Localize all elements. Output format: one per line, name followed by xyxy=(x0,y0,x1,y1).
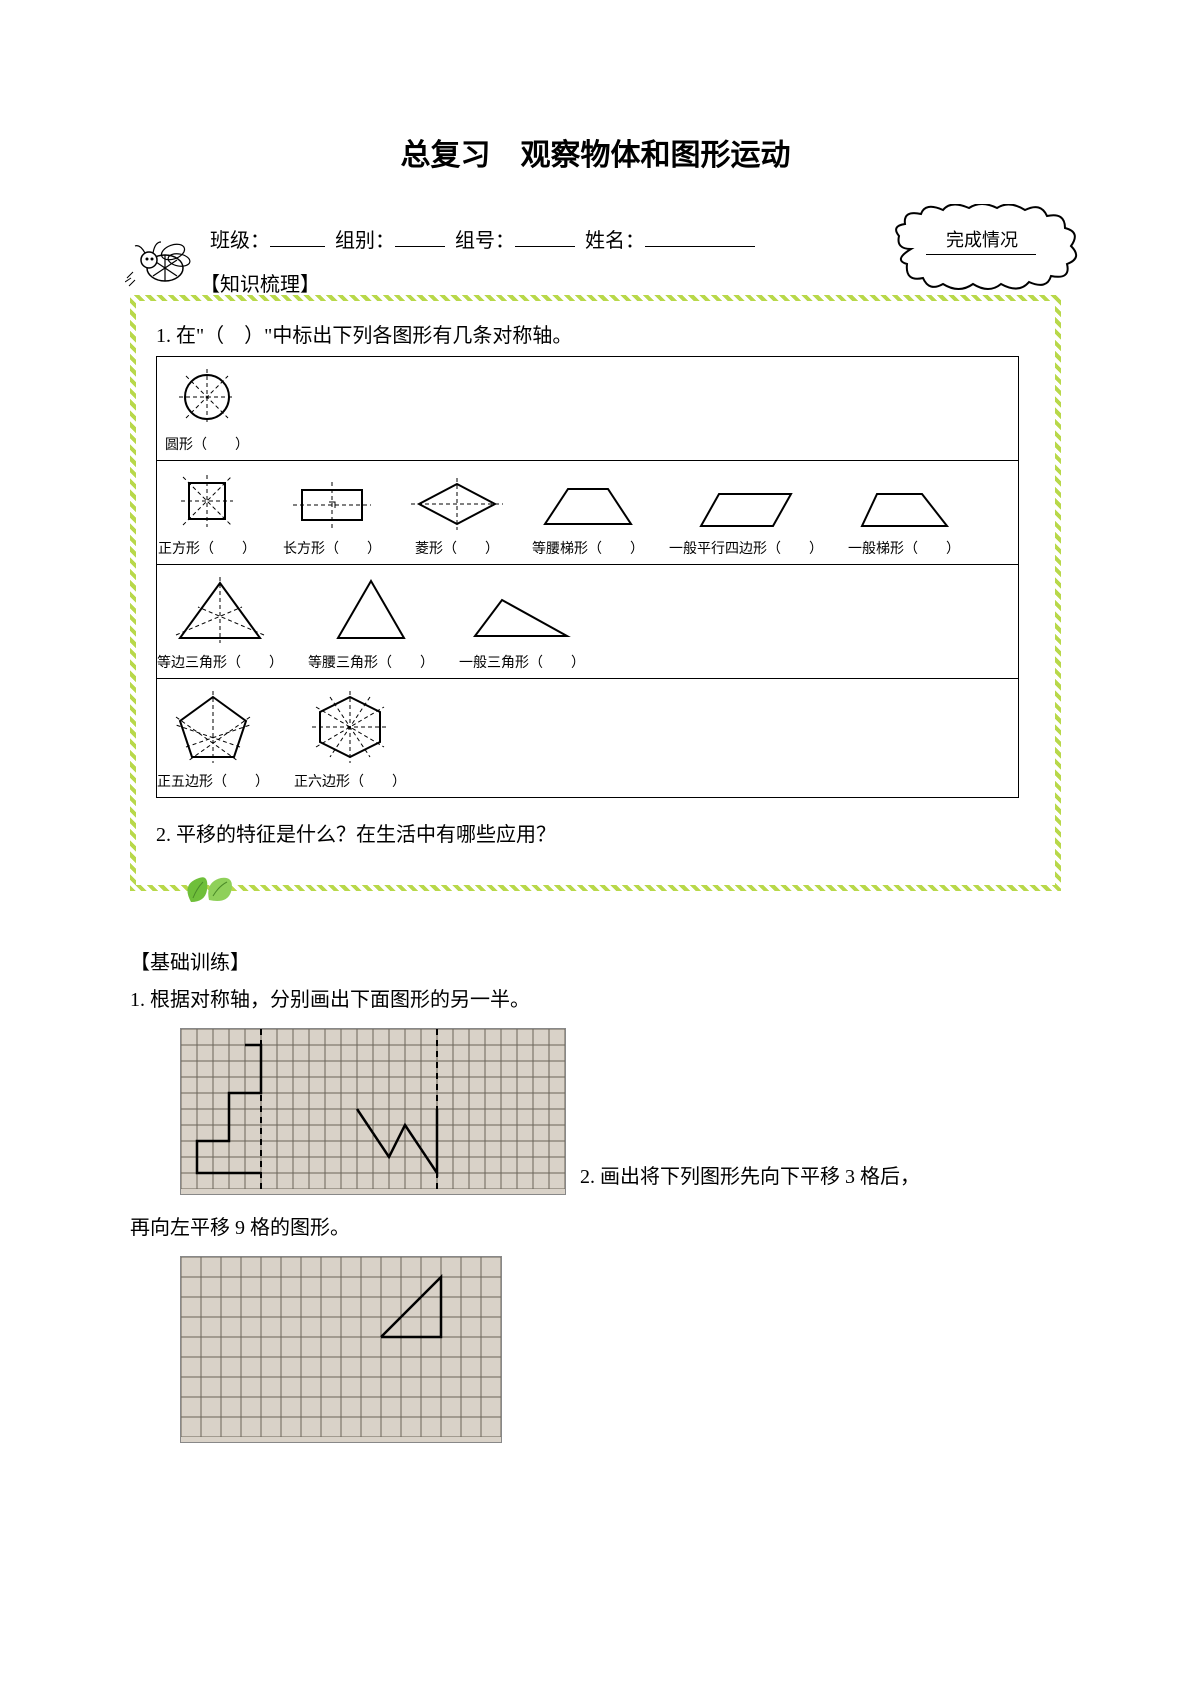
completion-cloud: 完成情况 xyxy=(891,204,1081,294)
shape-trapezoid-label: 一般梯形（ ） xyxy=(848,538,960,558)
shape-circle: 圆形（ ） xyxy=(157,365,257,454)
shape-parallelogram-label: 一般平行四边形（ ） xyxy=(669,538,823,558)
shape-square-label: 正方形（ ） xyxy=(158,538,256,558)
name-blank[interactable] xyxy=(645,225,755,247)
shape-circle-label: 圆形（ ） xyxy=(165,434,249,454)
q2-text: 2. 平移的特征是什么？在生活中有哪些应用？ xyxy=(156,818,1045,847)
shape-pentagon-label: 正五边形（ ） xyxy=(157,771,269,791)
page-title: 总复习 观察物体和图形运动 xyxy=(130,130,1061,174)
s2-q1-text: 1. 根据对称轴，分别画出下面图形的另一半。 xyxy=(130,983,1061,1012)
knowledge-box: 1. 在"（ ）"中标出下列各图形有几条对称轴。 圆形（ ） xyxy=(130,295,1061,891)
shapes-table: 圆形（ ） 正方形（ ） xyxy=(156,356,1019,798)
shape-iso-trapezoid: 等腰梯形（ ） xyxy=(532,479,644,558)
group-blank[interactable] xyxy=(395,225,445,247)
shape-square: 正方形（ ） xyxy=(157,469,257,558)
shape-rectangle-label: 长方形（ ） xyxy=(283,538,381,558)
shape-rhombus: 菱形（ ） xyxy=(407,474,507,558)
shape-iso-triangle-label: 等腰三角形（ ） xyxy=(308,652,434,672)
section2-heading: 【基础训练】 xyxy=(130,946,1061,975)
shape-iso-triangle: 等腰三角形（ ） xyxy=(308,573,434,672)
class-blank[interactable] xyxy=(270,225,325,247)
bee-icon xyxy=(125,230,195,290)
shape-row-3: 等边三角形（ ） 等腰三角形（ ） 一般三角形（ ） xyxy=(157,565,1018,679)
group-label: 组别： xyxy=(335,230,395,252)
shape-eq-triangle-label: 等边三角形（ ） xyxy=(157,652,283,672)
q1-text: 1. 在"（ ）"中标出下列各图形有几条对称轴。 xyxy=(156,319,1045,348)
shape-parallelogram: 一般平行四边形（ ） xyxy=(669,484,823,558)
name-label: 姓名： xyxy=(585,230,645,252)
class-label: 班级： xyxy=(210,230,270,252)
shape-row-1: 圆形（ ） xyxy=(157,357,1018,461)
shape-triangle: 一般三角形（ ） xyxy=(459,588,585,672)
s2-q2b-text: 再向左平移 9 格的图形。 xyxy=(130,1211,1061,1240)
grid-figure-1 xyxy=(180,1028,566,1195)
shape-row-4: 正五边形（ ） 正六边形（ ） xyxy=(157,679,1018,797)
shape-hexagon-label: 正六边形（ ） xyxy=(294,771,406,791)
shape-rhombus-label: 菱形（ ） xyxy=(415,538,499,558)
groupnum-blank[interactable] xyxy=(515,225,575,247)
shape-iso-trapezoid-label: 等腰梯形（ ） xyxy=(532,538,644,558)
shape-eq-triangle: 等边三角形（ ） xyxy=(157,573,283,672)
shape-pentagon: 正五边形（ ） xyxy=(157,687,269,791)
shape-rectangle: 长方形（ ） xyxy=(282,474,382,558)
shape-trapezoid: 一般梯形（ ） xyxy=(848,484,960,558)
student-info-row: 班级： 组别： 组号： 姓名： 完成情况 xyxy=(210,224,1061,253)
shape-row-2: 正方形（ ） 长方形（ ） xyxy=(157,461,1018,565)
leaf-icon xyxy=(181,872,236,907)
groupnum-label: 组号： xyxy=(455,230,515,252)
shape-hexagon: 正六边形（ ） xyxy=(294,687,406,791)
shape-triangle-label: 一般三角形（ ） xyxy=(459,652,585,672)
s2-q2a-text: 2. 画出将下列图形先向下平移 3 格后， xyxy=(580,1160,920,1189)
grid-figure-2 xyxy=(180,1256,502,1443)
cloud-label: 完成情况 xyxy=(946,226,1018,252)
cloud-blank[interactable] xyxy=(926,254,1036,255)
